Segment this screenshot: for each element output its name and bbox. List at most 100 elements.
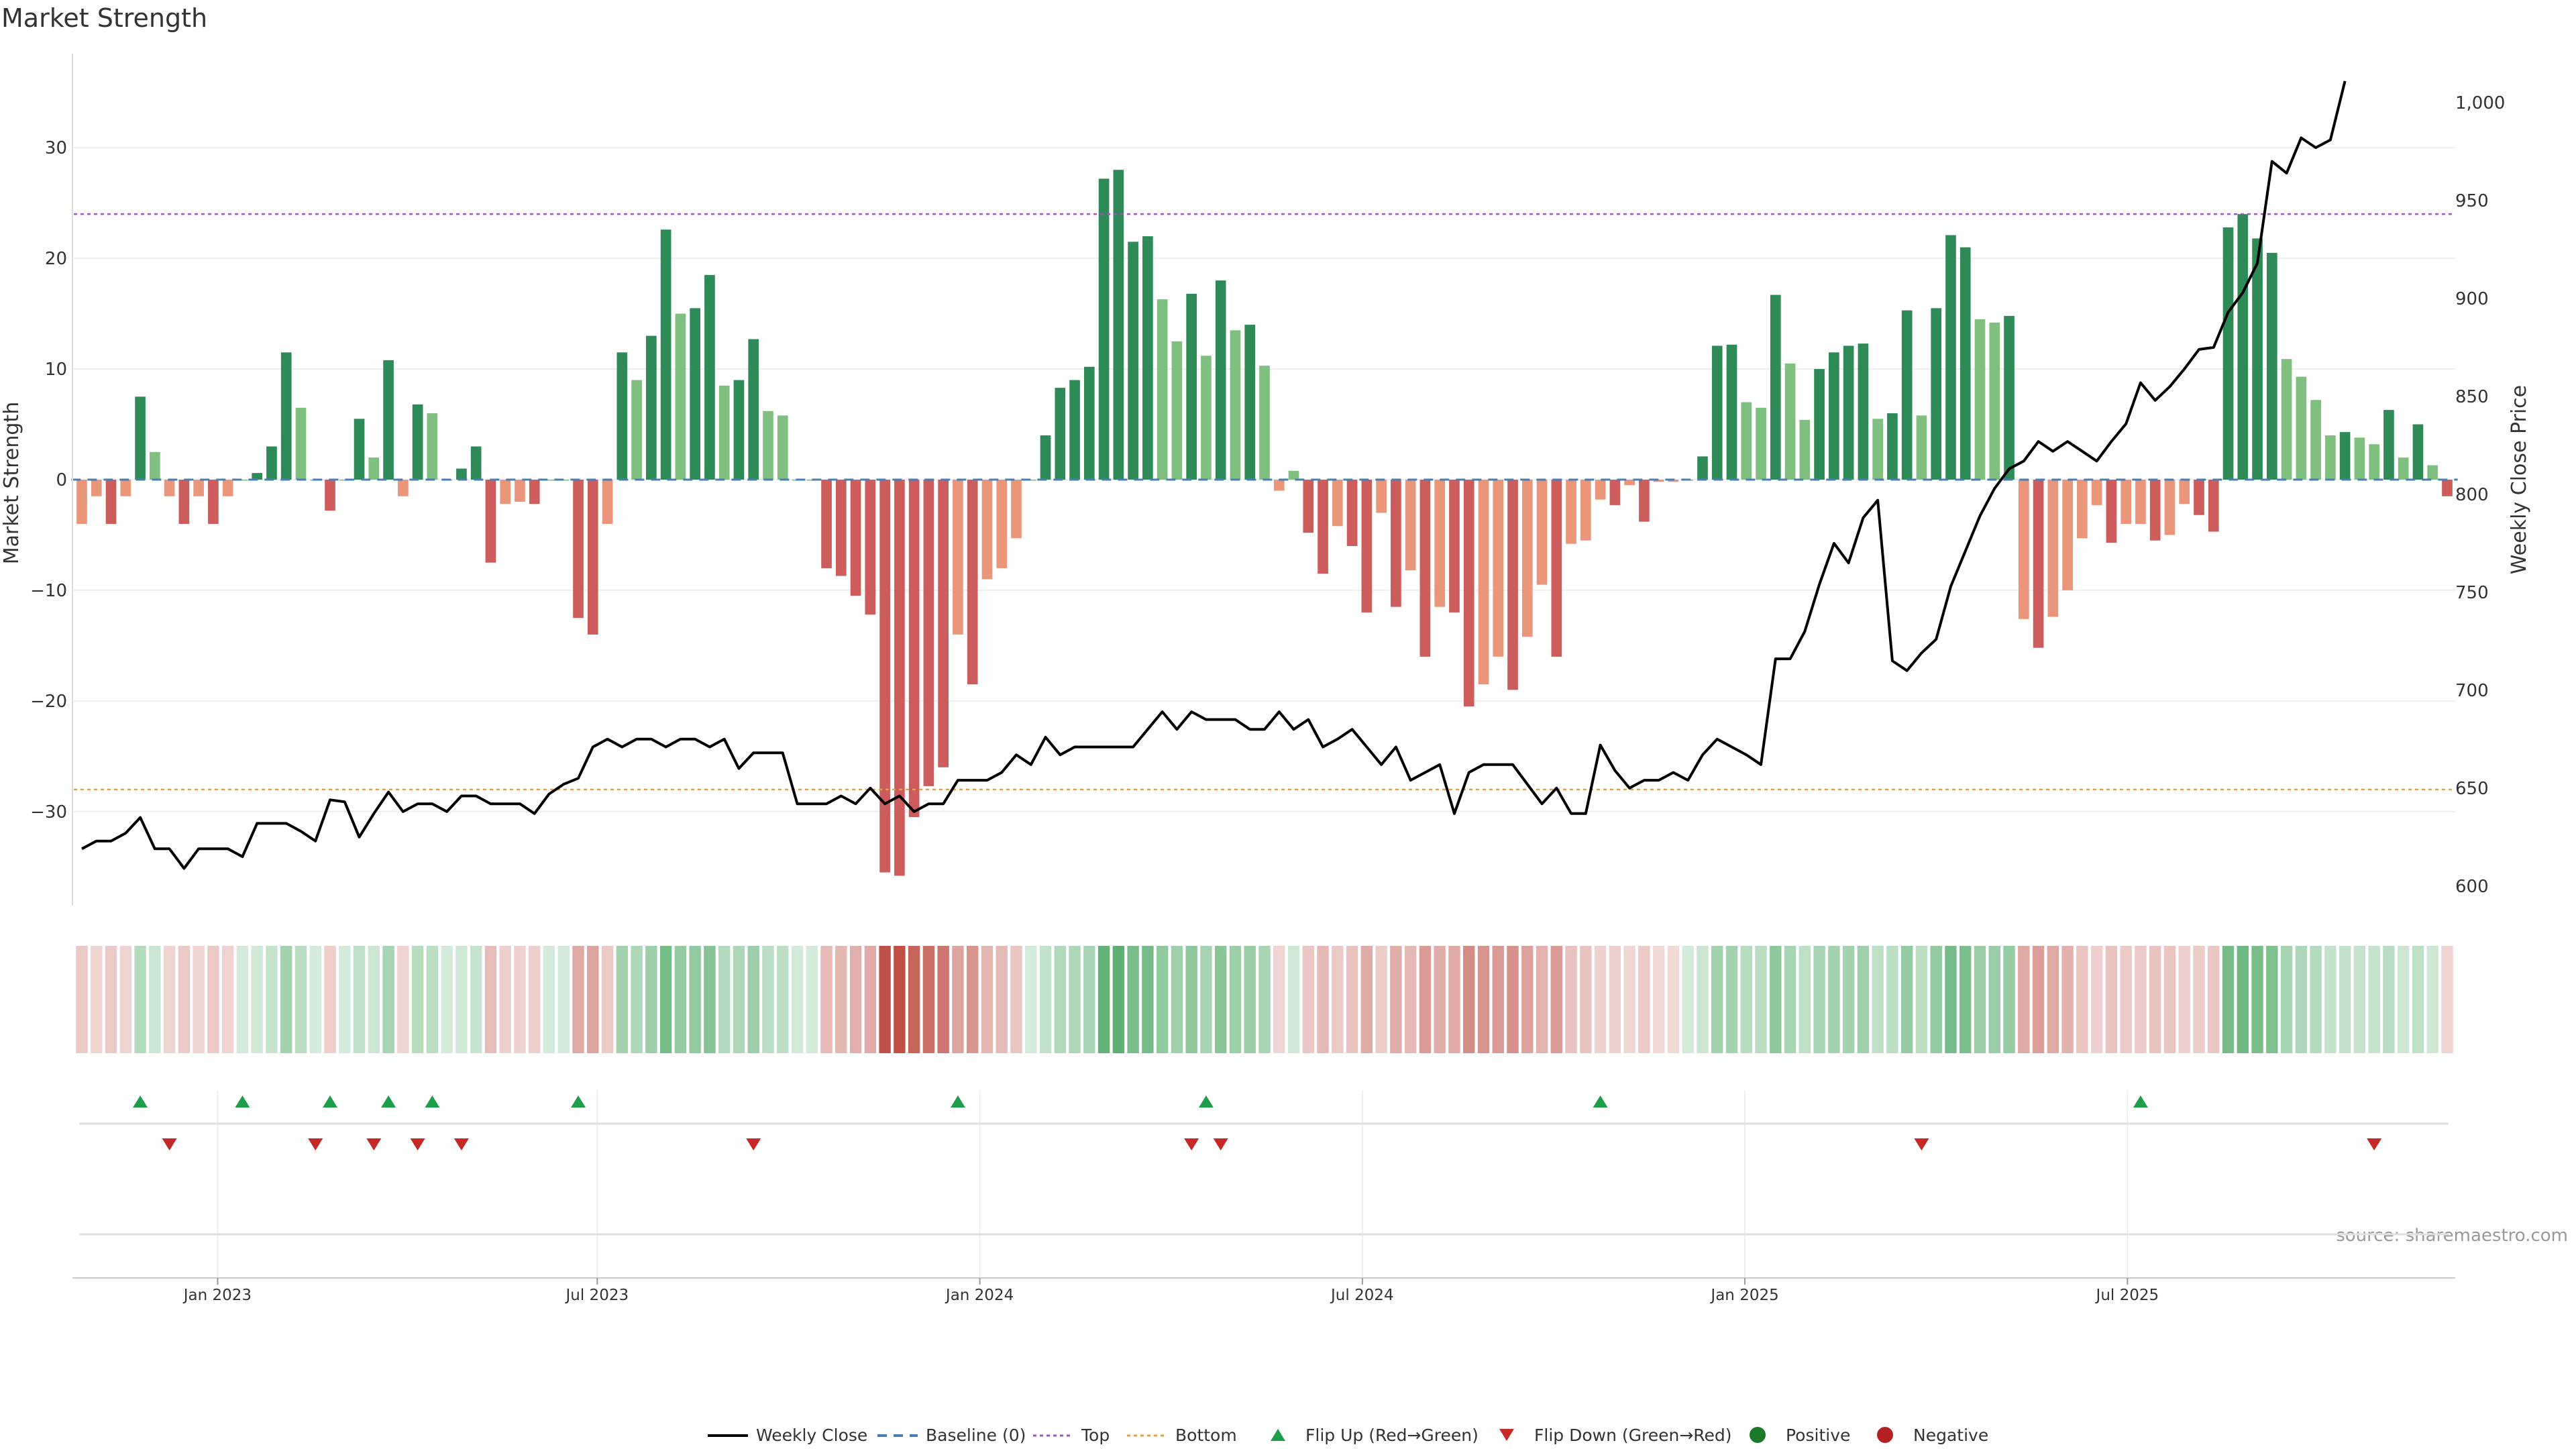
- strength-bar: [718, 385, 730, 480]
- strength-bar: [2062, 480, 2073, 590]
- heat-cell: [1900, 946, 1913, 1053]
- heat-cell: [894, 946, 906, 1053]
- heat-cell: [1988, 946, 2000, 1053]
- strength-bar: [1011, 480, 1022, 539]
- strength-bar: [1113, 170, 1124, 480]
- x-tick-label: Jan 2025: [1709, 1287, 1778, 1304]
- strength-bar: [2179, 480, 2190, 504]
- strength-bar: [1521, 480, 1533, 637]
- heat-cell: [2397, 946, 2410, 1053]
- heat-cell: [996, 946, 1008, 1053]
- strength-bar: [2033, 480, 2044, 648]
- heat-cell: [2193, 946, 2205, 1053]
- heat-cell: [1740, 946, 1752, 1053]
- heat-cell: [2061, 946, 2074, 1053]
- heat-cell: [806, 946, 818, 1053]
- weekly-close-path: [81, 80, 2347, 870]
- strength-bar: [1419, 480, 1431, 657]
- heat-cell: [193, 946, 205, 1053]
- heat-cell: [294, 946, 307, 1053]
- strength-bar: [2237, 214, 2249, 480]
- strength-bar: [1244, 325, 1256, 480]
- heat-cell: [1623, 946, 1635, 1053]
- reference-lines: [71, 213, 2458, 791]
- strength-bar: [1025, 480, 1036, 481]
- heat-cell: [1200, 946, 1212, 1053]
- strength-bar: [1551, 480, 1562, 657]
- heat-cell: [309, 946, 321, 1053]
- x-tick-label: Jul 2024: [1330, 1287, 1394, 1304]
- chart-title: Market Strength: [1, 3, 207, 33]
- heat-cell: [2383, 946, 2395, 1053]
- heat-cell: [1287, 946, 1300, 1053]
- right-tick-label: 700: [2455, 681, 2489, 701]
- heat-cell: [2135, 946, 2147, 1053]
- legend-swatch-flip-up: [1271, 1429, 1285, 1441]
- heat-cell: [1360, 946, 1373, 1053]
- heat-cell: [1872, 946, 1884, 1053]
- heat-cell: [2251, 946, 2263, 1053]
- heat-cell: [2280, 946, 2293, 1053]
- left-tick-label: −10: [30, 581, 67, 601]
- strength-bar: [354, 419, 365, 480]
- heat-cell: [835, 946, 847, 1053]
- strength-bar: [1829, 352, 1839, 480]
- heat-cell: [718, 946, 731, 1053]
- strength-bar: [427, 413, 438, 480]
- strength-bar: [2004, 315, 2015, 480]
- heat-cell: [2149, 946, 2161, 1053]
- flip-down-marker: [1914, 1138, 1929, 1150]
- heat-cell: [2339, 946, 2351, 1053]
- strength-bar: [879, 480, 890, 873]
- heat-cell: [1711, 946, 1723, 1053]
- heat-cell: [791, 946, 804, 1053]
- heat-cell: [163, 946, 176, 1053]
- flip-up-marker: [381, 1095, 396, 1108]
- heat-cell: [1156, 946, 1169, 1053]
- heat-cell: [1302, 946, 1315, 1053]
- heat-cell: [1346, 946, 1358, 1053]
- flip-down-marker: [2367, 1138, 2382, 1150]
- strength-bar: [996, 480, 1008, 568]
- heat-cell: [76, 946, 88, 1053]
- strength-bar: [1756, 407, 1766, 480]
- legend-label: Baseline (0): [926, 1426, 1026, 1445]
- strength-bar: [1741, 402, 1752, 480]
- strength-bar: [1872, 419, 1883, 480]
- strength-heat-strip: [76, 946, 2453, 1053]
- heat-cell: [1857, 946, 1870, 1053]
- heat-cell: [105, 946, 117, 1053]
- strength-bar: [1463, 480, 1474, 707]
- heat-cell: [1185, 946, 1197, 1053]
- heat-cell: [514, 946, 526, 1053]
- heat-cell: [1697, 946, 1709, 1053]
- heat-cell: [1565, 946, 1577, 1053]
- strength-bar: [850, 480, 861, 596]
- strength-bar: [733, 380, 745, 480]
- heat-cell: [572, 946, 584, 1053]
- strength-bar: [923, 480, 934, 786]
- heat-cell: [2003, 946, 2015, 1053]
- legend-swatch-positive: [1750, 1427, 1766, 1443]
- heat-cell: [543, 946, 555, 1053]
- heat-cell: [382, 946, 394, 1053]
- strength-bar: [1478, 480, 1489, 685]
- heat-cell: [937, 946, 949, 1053]
- strength-bar: [2047, 480, 2059, 617]
- heat-cell: [470, 946, 482, 1053]
- heat-cell: [1434, 946, 1446, 1053]
- strength-bar: [2077, 480, 2088, 539]
- heat-cell: [1755, 946, 1767, 1053]
- left-tick-label: −30: [30, 802, 67, 822]
- strength-bar: [105, 480, 117, 524]
- strength-bar: [208, 480, 219, 524]
- heat-cell: [236, 946, 249, 1053]
- heat-cell: [1477, 946, 1490, 1053]
- right-tick-label: 850: [2455, 387, 2489, 407]
- strength-bar: [1201, 356, 1212, 480]
- heat-cell: [1039, 946, 1052, 1053]
- strength-bar: [908, 480, 920, 818]
- strength-bar: [1391, 480, 1401, 607]
- left-tick-label: −20: [30, 692, 67, 712]
- strength-bars: [76, 170, 2453, 876]
